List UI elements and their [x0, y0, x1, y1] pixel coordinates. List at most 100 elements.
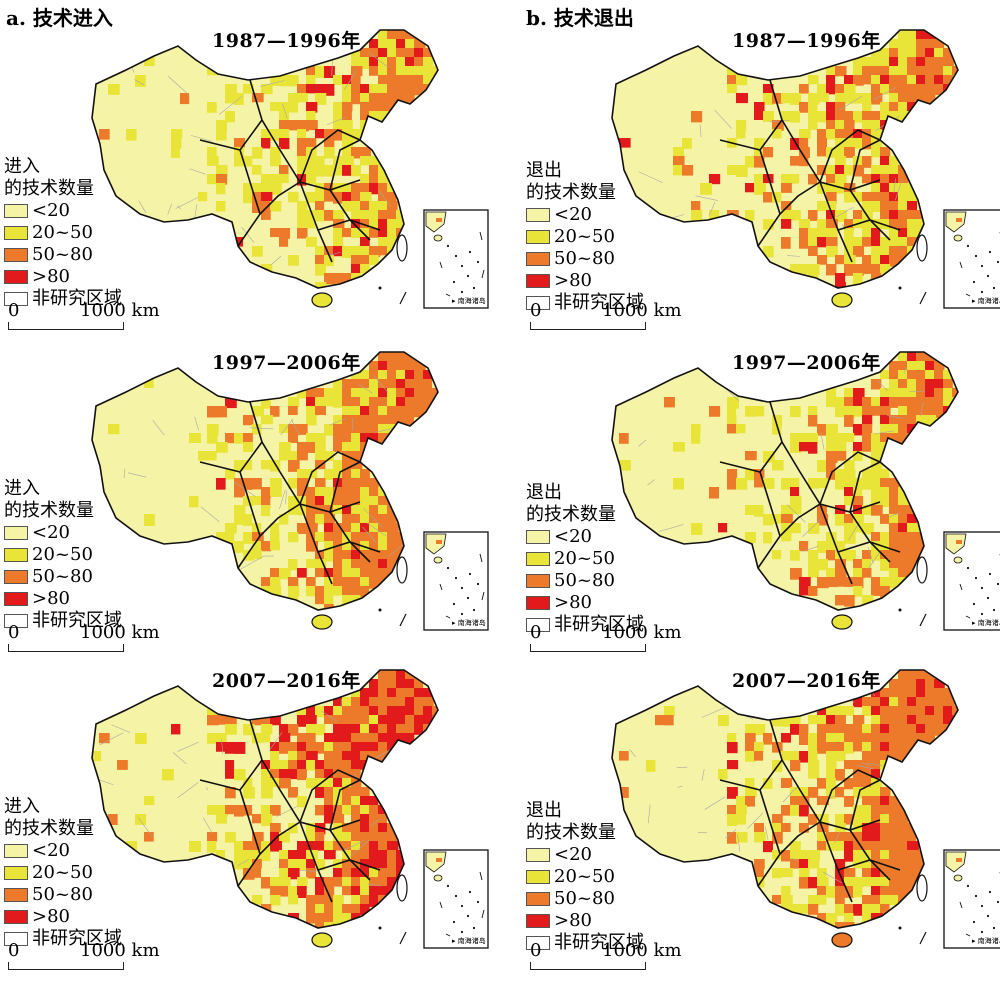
region-cell	[781, 532, 792, 542]
region-cell	[898, 174, 909, 184]
region-cell	[342, 568, 352, 578]
region-cell	[297, 129, 307, 140]
region-cell	[333, 769, 343, 781]
scale-bar: 0 1000 km	[8, 940, 168, 972]
region-cell	[315, 129, 326, 139]
region-cell	[772, 823, 783, 833]
region-cell	[916, 93, 928, 105]
region-cell	[844, 760, 854, 770]
region-cell	[916, 697, 927, 708]
region-cell	[934, 688, 944, 699]
county-boundary	[710, 231, 713, 250]
county-boundary	[764, 826, 769, 840]
region-cell	[351, 388, 363, 400]
region-cell	[243, 868, 255, 880]
region-cell	[324, 129, 336, 139]
region-cell	[333, 469, 344, 480]
region-cell	[342, 442, 354, 452]
region-cell	[225, 769, 236, 779]
region-cell	[333, 559, 345, 569]
region-cell	[342, 478, 354, 489]
region-cell	[826, 706, 836, 718]
scale-end-label: 1000 km	[80, 940, 160, 961]
region-cell	[880, 688, 891, 699]
country-outline	[91, 29, 439, 289]
region-cell	[351, 147, 362, 159]
region-cell	[342, 913, 353, 923]
region-cell	[871, 111, 881, 121]
region-cell	[288, 505, 299, 515]
region-cell	[387, 733, 397, 745]
region-cell	[324, 138, 335, 148]
region-cell	[261, 129, 272, 140]
inset-island	[454, 894, 458, 898]
region-cell	[844, 832, 854, 843]
region-cell	[351, 84, 361, 96]
legend-label: 20~50	[32, 544, 93, 565]
region-cell	[270, 760, 280, 770]
county-boundary	[241, 226, 255, 243]
region-cell	[414, 75, 424, 85]
legend-label: 50~80	[554, 570, 615, 591]
region-cell	[378, 514, 390, 525]
region-cell	[243, 532, 254, 544]
region-cell	[754, 156, 765, 168]
legend-swatch	[526, 596, 550, 610]
region-cell	[898, 532, 908, 544]
county-boundary	[782, 784, 799, 803]
region-cell	[943, 66, 955, 76]
country-outline	[91, 669, 439, 929]
region-cell	[889, 496, 900, 507]
region-cell	[835, 577, 845, 587]
legend-label: >80	[554, 910, 592, 931]
region-cell	[763, 532, 773, 544]
region-cell	[369, 724, 379, 736]
region-cell	[297, 165, 308, 176]
region-cell	[207, 841, 217, 853]
region-cell	[763, 778, 773, 789]
region-cell	[871, 577, 882, 589]
legend-swatch	[526, 552, 550, 566]
region-cell	[898, 183, 910, 195]
region-cell	[799, 904, 810, 914]
region-cell	[297, 706, 309, 717]
region-cell	[898, 228, 910, 239]
region-cell	[781, 111, 792, 122]
region-cell	[862, 192, 872, 202]
inset-dash	[479, 553, 483, 563]
region-cell	[297, 201, 308, 212]
region-cell	[871, 823, 883, 833]
region-cell	[405, 679, 417, 689]
region-cell	[907, 415, 917, 425]
legend-label: 50~80	[554, 248, 615, 269]
region-cell	[727, 165, 739, 175]
region-cell	[871, 868, 881, 880]
county-boundary	[370, 818, 380, 827]
region-cell	[207, 832, 218, 842]
region-cell	[423, 688, 433, 699]
region-cell	[288, 787, 299, 798]
region-cell	[351, 904, 362, 916]
region-cell	[306, 760, 316, 771]
region-cell	[270, 751, 280, 763]
region-cell	[252, 406, 264, 417]
inset-island	[988, 572, 992, 576]
map-svg	[91, 351, 489, 631]
legend-swatch	[526, 618, 550, 632]
region-cell	[934, 39, 945, 51]
region-cell	[664, 397, 675, 408]
inset-island	[472, 286, 476, 290]
region-cell	[243, 156, 253, 167]
region-cell	[889, 751, 901, 763]
region-cell	[826, 165, 837, 177]
region-cell	[207, 733, 219, 744]
legend-label: 50~80	[554, 888, 615, 909]
region-cell	[324, 255, 334, 267]
county-boundary	[701, 769, 705, 781]
region-cell	[369, 361, 379, 371]
inset-island	[986, 914, 990, 918]
region-cell	[288, 886, 300, 898]
region-cell	[378, 379, 389, 389]
region-cell	[351, 93, 362, 105]
region-cell	[889, 48, 900, 60]
